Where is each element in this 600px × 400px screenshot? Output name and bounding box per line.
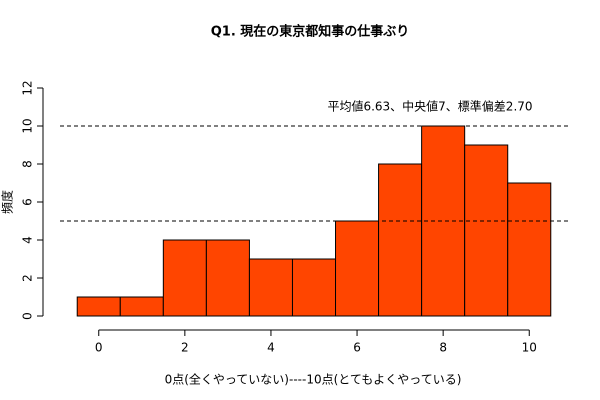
bar — [421, 125, 466, 317]
y-axis-label: 頻度 — [0, 190, 15, 214]
x-tick-label: 2 — [181, 341, 189, 355]
bar — [205, 239, 250, 317]
x-axis-label: 0点(全くやっていない)----10点(とてもよくやっている) — [165, 372, 462, 387]
x-tick-label: 4 — [267, 341, 275, 355]
annotation: 平均値6.63、中央値7、標準偏差2.70 — [327, 99, 532, 114]
bar — [76, 296, 121, 317]
bar — [507, 182, 552, 317]
y-tick-label: 10 — [21, 118, 35, 133]
x-tick-label: 10 — [522, 341, 537, 355]
y-tick-label: 0 — [21, 312, 35, 320]
x-tick-label: 0 — [95, 341, 103, 355]
chart-title: Q1. 現在の東京都知事の仕事ぶり — [211, 24, 410, 40]
y-tick-label: 6 — [21, 198, 35, 206]
bar — [464, 144, 509, 317]
y-tick-label: 8 — [21, 160, 35, 168]
bar — [248, 258, 293, 317]
bar — [335, 220, 380, 317]
x-tick-label: 8 — [439, 341, 447, 355]
bar — [291, 258, 337, 317]
y-tick-label: 2 — [21, 274, 35, 282]
y-tick-label: 12 — [21, 80, 35, 95]
y-tick-label: 4 — [21, 236, 35, 244]
x-tick-label: 6 — [353, 341, 361, 355]
bar — [378, 163, 423, 317]
bar — [119, 296, 164, 317]
bar — [162, 239, 207, 317]
